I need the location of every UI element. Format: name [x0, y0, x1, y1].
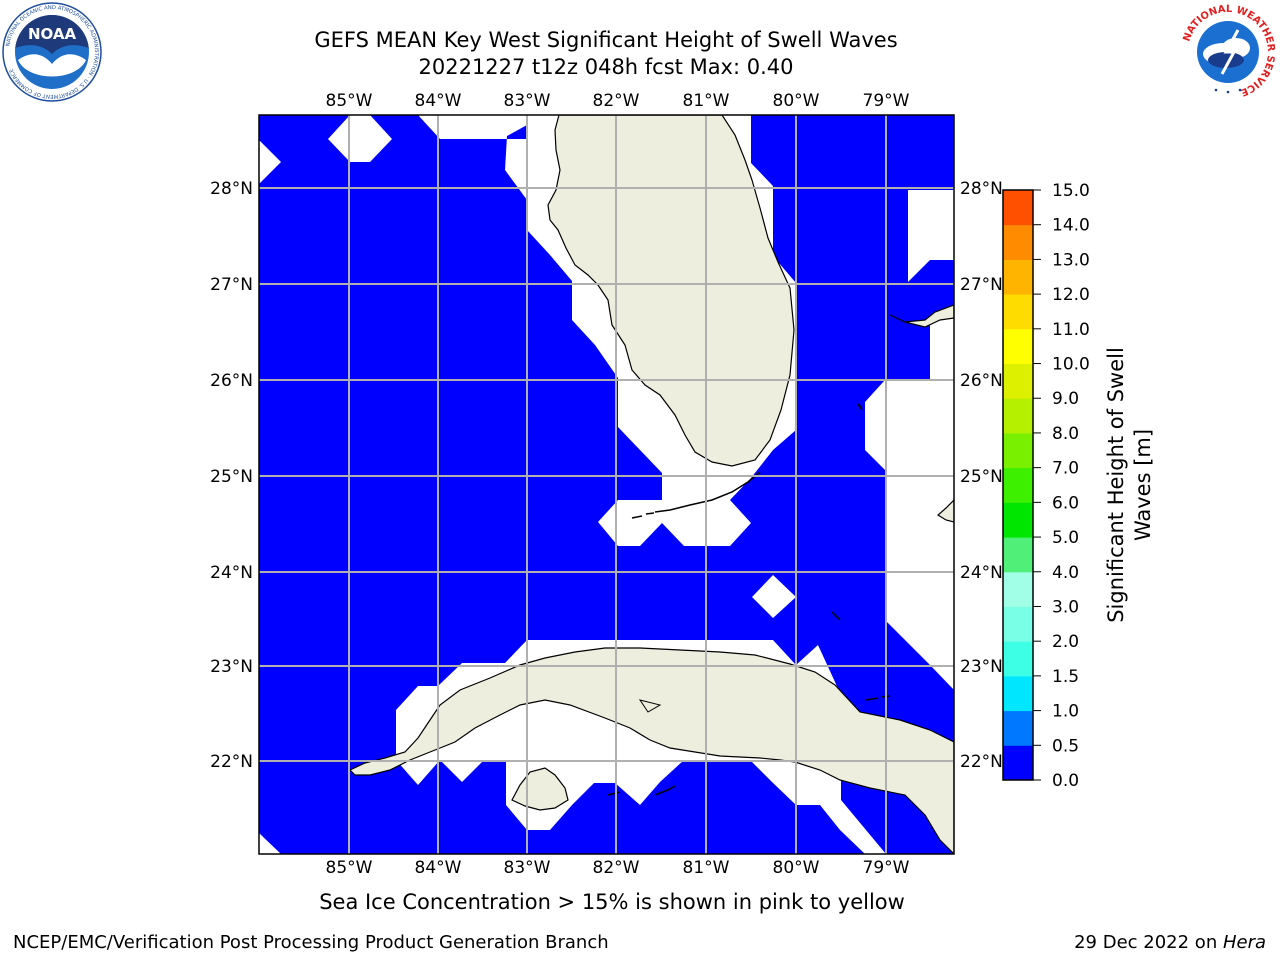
colorbar-band	[1003, 467, 1033, 503]
colorbar-band	[1003, 398, 1033, 434]
lat-label-left: 28°N	[210, 179, 253, 199]
map-title: GEFS MEAN Key West Significant Height of…	[314, 28, 898, 52]
sea-ice-caption: Sea Ice Concentration > 15% is shown in …	[319, 890, 905, 914]
lat-label-left: 23°N	[210, 657, 253, 677]
lat-label-right: 24°N	[960, 563, 1003, 583]
lat-label-left: 25°N	[210, 467, 253, 487]
colorbar-band	[1003, 571, 1033, 607]
colorbar-band	[1003, 675, 1033, 712]
lon-label-bottom: 84°W	[415, 858, 462, 878]
colorbar-band	[1003, 190, 1033, 226]
bahamas-andros	[936, 499, 954, 523]
colorbar-tick-label: 15.0	[1052, 181, 1090, 201]
colorbar-tick-label: 0.0	[1052, 771, 1079, 791]
map-subtitle: 20221227 t12z 048h fcst Max: 0.40	[418, 55, 794, 79]
footer-credit: NCEP/EMC/Verification Post Processing Pr…	[13, 932, 609, 953]
florida-landmass	[547, 115, 795, 467]
bahamas-grand-bahama	[889, 304, 954, 328]
lat-label-right: 22°N	[960, 752, 1003, 772]
lat-label-right: 28°N	[960, 179, 1003, 199]
map-frame	[258, 114, 955, 855]
colorbar-tick-label: 4.0	[1052, 563, 1079, 583]
colorbar-band	[1003, 606, 1033, 642]
colorbar-tick-label: 0.5	[1052, 736, 1079, 756]
lat-label-left: 24°N	[210, 563, 253, 583]
colorbar-band	[1003, 294, 1033, 330]
lat-label-left: 22°N	[210, 752, 253, 772]
colorbar-band	[1003, 259, 1033, 295]
colorbar-band	[1003, 432, 1033, 469]
colorbar-tick-label: 3.0	[1052, 597, 1079, 617]
colorbar-tick-label: 9.0	[1052, 389, 1079, 409]
lon-label-bottom: 82°W	[593, 858, 640, 878]
colorbar-band	[1003, 502, 1033, 538]
lon-label-bottom: 80°W	[773, 858, 820, 878]
colorbar-band	[1003, 224, 1033, 260]
colorbar-band	[1003, 363, 1033, 399]
colorbar-tick-label: 13.0	[1052, 250, 1090, 270]
lon-label-bottom: 85°W	[326, 858, 373, 878]
colorbar	[1002, 189, 1034, 781]
graticule	[259, 115, 954, 854]
lat-label-left: 27°N	[210, 275, 253, 295]
colorbar-tick-label: 6.0	[1052, 493, 1079, 513]
colorbar-tick-label: 8.0	[1052, 424, 1079, 444]
lon-label-bottom: 83°W	[504, 858, 551, 878]
lon-label-bottom: 81°W	[683, 858, 730, 878]
lon-label-top: 81°W	[683, 91, 730, 111]
colorbar-title-line1: Significant Height of Swell	[1104, 347, 1128, 623]
lat-label-right: 26°N	[960, 371, 1003, 391]
lat-label-right: 25°N	[960, 467, 1003, 487]
colorbar-tick-label: 10.0	[1052, 355, 1090, 375]
noaa-logo-text: NOAA	[28, 25, 77, 43]
colorbar-tick-label: 14.0	[1052, 216, 1090, 236]
colorbar-tick-label: 11.0	[1052, 320, 1090, 340]
lat-label-left: 26°N	[210, 371, 253, 391]
noaa-logo: NATIONAL OCEANIC AND ATMOSPHERIC ADMINIS…	[2, 2, 102, 102]
map-panel	[259, 115, 954, 854]
lon-label-top: 84°W	[415, 91, 462, 111]
footer-host: Hera	[1222, 932, 1266, 953]
colorbar-band	[1003, 328, 1033, 365]
colorbar-ticks: 0.0 0.5 1.0 1.5 2.0 3.0 4.0 5.0 6.0 7.0 8.0 9.0 10.0…	[1033, 181, 1090, 791]
colorbar-frame	[1002, 189, 1034, 781]
lon-label-top: 83°W	[504, 91, 551, 111]
footer-date: 29 Dec 2022 on Hera	[1074, 932, 1266, 953]
colorbar-band	[1003, 641, 1033, 677]
colorbar-band	[1003, 537, 1033, 573]
lat-label-right: 23°N	[960, 657, 1003, 677]
cuba-landmass	[348, 647, 954, 854]
colorbar-tick-label: 7.0	[1052, 459, 1079, 479]
colorbar-tick-label: 1.0	[1052, 702, 1079, 722]
lon-label-top: 80°W	[773, 91, 820, 111]
nws-logo: NATIONAL WEATHER SERVICE	[1178, 2, 1278, 102]
lon-label-bottom: 79°W	[863, 858, 910, 878]
colorbar-band	[1003, 745, 1033, 781]
florida-keys	[654, 471, 761, 513]
colorbar-tick-label: 5.0	[1052, 528, 1079, 548]
colorbar-tick-label: 12.0	[1052, 285, 1090, 305]
lat-label-right: 27°N	[960, 275, 1003, 295]
lon-label-top: 85°W	[326, 91, 373, 111]
colorbar-tick-label: 2.0	[1052, 632, 1079, 652]
colorbar-band	[1003, 710, 1033, 746]
lon-label-top: 79°W	[863, 91, 910, 111]
colorbar-tick-label: 1.5	[1052, 667, 1079, 687]
colorbar-title-line2: Waves [m]	[1131, 429, 1155, 541]
footer-date-text: 29 Dec 2022 on	[1074, 932, 1223, 953]
lon-label-top: 82°W	[593, 91, 640, 111]
